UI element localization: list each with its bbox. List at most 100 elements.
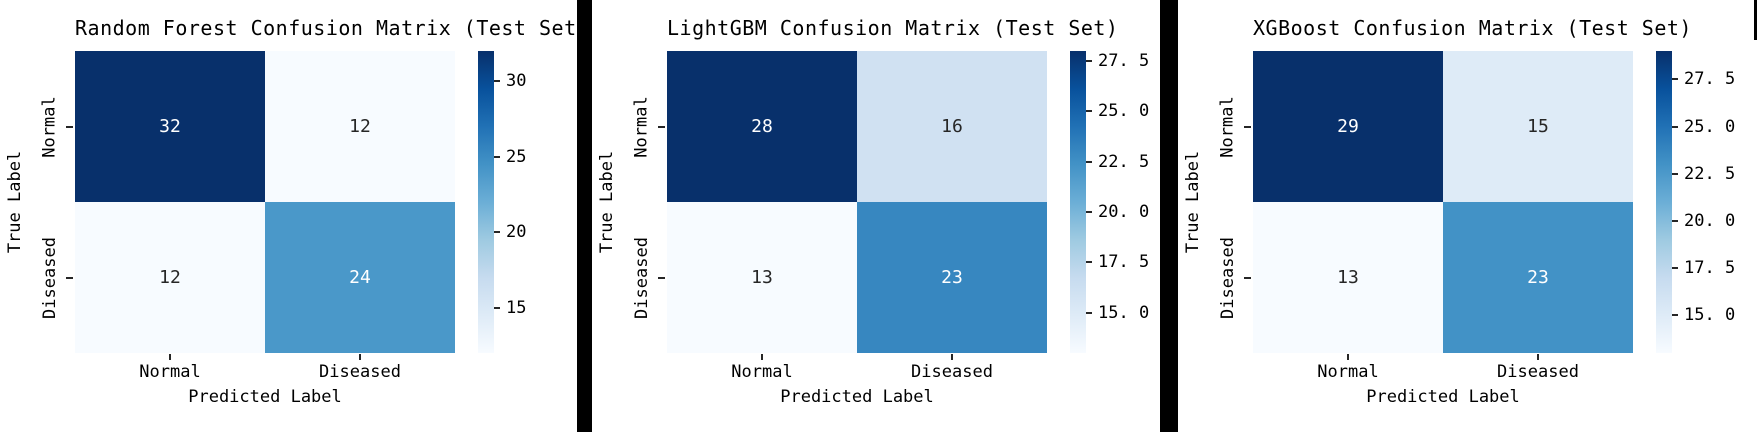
x-tick-label-normal: Normal [139, 362, 201, 382]
tick-dash [1086, 60, 1092, 63]
matrix-cell-fp: 16 [857, 51, 1047, 202]
matrix-cell-tn: 32 [75, 51, 265, 202]
colorbar-ticks: 27. 5 25. 0 22. 5 20. 0 17. 5 15. 0 [1086, 51, 1176, 353]
matrix-cell-fp: 12 [265, 51, 455, 202]
tick-dash [1086, 261, 1092, 264]
colorbar-tick-label: 17. 5 [1098, 252, 1150, 273]
tick-dash [1672, 267, 1678, 270]
chart-title: Random Forest Confusion Matrix (Test Set… [75, 16, 590, 40]
colorbar-tick: 25. 0 [1086, 101, 1149, 121]
colorbar-tick-label: 27. 5 [1684, 69, 1736, 90]
colorbar-tick: 27. 5 [1086, 51, 1149, 71]
x-tick-label-normal: Normal [1317, 362, 1379, 382]
colorbar-tick: 20. 0 [1086, 202, 1149, 222]
y-tick-label-normal: Normal [1218, 95, 1239, 158]
matrix-cell-tn: 28 [667, 51, 857, 202]
x-tick-label-diseased: Diseased [1497, 362, 1579, 382]
colorbar-tick: 22. 5 [1086, 152, 1149, 172]
colorbar-tick: 15 [494, 298, 526, 318]
colorbar-tick-label: 15 [506, 297, 527, 318]
colorbar-tick-label: 20 [506, 222, 527, 243]
panel-lightgbm: LightGBM Confusion Matrix (Test Set) Tru… [592, 0, 1160, 432]
colorbar-tick: 22. 5 [1672, 164, 1735, 184]
colorbar [1656, 51, 1672, 353]
tick-dash [494, 80, 500, 83]
panel-xgboost: XGBoost Confusion Matrix (Test Set) True… [1178, 0, 1757, 432]
matrix-cell-tp: 23 [1443, 202, 1633, 353]
colorbar-tick-label: 25 [506, 146, 527, 167]
chart-title: XGBoost Confusion Matrix (Test Set) [1253, 16, 1692, 40]
y-tick-label-normal: Normal [40, 95, 61, 158]
tick-dash [1672, 219, 1678, 222]
x-axis-label: Predicted Label [1366, 387, 1520, 407]
colorbar-tick-label: 25. 0 [1098, 101, 1150, 122]
y-tick-mark [1244, 277, 1251, 279]
colorbar-tick: 20. 0 [1672, 211, 1735, 231]
y-tick-label-diseased: Diseased [40, 236, 61, 319]
tick-dash [1672, 78, 1678, 81]
tick-dash [1086, 160, 1092, 163]
x-tick-mark [1347, 354, 1349, 360]
matrix-cell-fp: 15 [1443, 51, 1633, 202]
matrix-cell-fn: 13 [1253, 202, 1443, 353]
confusion-matrix-heatmap: 28 16 13 23 [667, 51, 1047, 353]
tick-dash [1086, 211, 1092, 214]
y-tick-mark [658, 277, 665, 279]
colorbar-tick-label: 22. 5 [1098, 151, 1150, 172]
confusion-matrix-heatmap: 29 15 13 23 [1253, 51, 1633, 353]
matrix-cell-tp: 24 [265, 202, 455, 353]
x-tick-label-diseased: Diseased [911, 362, 993, 382]
colorbar-tick: 15. 0 [1672, 305, 1735, 325]
x-tick-label-normal: Normal [731, 362, 793, 382]
x-tick-mark [1537, 354, 1539, 360]
panel-random-forest: Random Forest Confusion Matrix (Test Set… [0, 0, 590, 432]
tick-dash [494, 306, 500, 309]
tick-dash [1672, 172, 1678, 175]
colorbar-ticks: 30 25 20 15 [494, 51, 584, 353]
y-axis-label: True Label [5, 150, 26, 254]
tick-dash [494, 155, 500, 158]
colorbar-tick-label: 27. 5 [1098, 51, 1150, 72]
colorbar-tick: 30 [494, 71, 526, 91]
screen-edge-artifact [1754, 0, 1757, 40]
chart-title: LightGBM Confusion Matrix (Test Set) [667, 16, 1119, 40]
colorbar-tick-label: 20. 0 [1098, 202, 1150, 223]
tick-dash [1086, 110, 1092, 113]
colorbar [1070, 51, 1086, 353]
x-tick-mark [761, 354, 763, 360]
y-axis-label: True Label [597, 150, 618, 254]
y-tick-mark [1244, 126, 1251, 128]
y-tick-mark [66, 126, 73, 128]
y-tick-label-diseased: Diseased [632, 236, 653, 319]
colorbar-ticks: 27. 5 25. 0 22. 5 20. 0 17. 5 15. 0 [1672, 51, 1757, 353]
colorbar-tick-label: 15. 0 [1684, 305, 1736, 326]
colorbar-tick: 17. 5 [1672, 258, 1735, 278]
colorbar-tick: 25 [494, 147, 526, 167]
tick-dash [1086, 311, 1092, 314]
x-tick-mark [359, 354, 361, 360]
x-axis-label: Predicted Label [780, 387, 934, 407]
matrix-cell-tp: 23 [857, 202, 1047, 353]
matrix-cell-tn: 29 [1253, 51, 1443, 202]
y-tick-label-normal: Normal [632, 95, 653, 158]
matrix-cell-fn: 12 [75, 202, 265, 353]
colorbar-tick-label: 25. 0 [1684, 116, 1736, 137]
x-tick-mark [169, 354, 171, 360]
x-tick-mark [951, 354, 953, 360]
colorbar-tick: 17. 5 [1086, 252, 1149, 272]
colorbar-tick-label: 20. 0 [1684, 210, 1736, 231]
y-tick-mark [658, 126, 665, 128]
colorbar-tick-label: 15. 0 [1098, 302, 1150, 323]
colorbar-tick-label: 17. 5 [1684, 258, 1736, 279]
colorbar-tick-label: 22. 5 [1684, 163, 1736, 184]
tick-dash [494, 231, 500, 234]
confusion-matrix-heatmap: 32 12 12 24 [75, 51, 455, 353]
colorbar [478, 51, 494, 353]
x-tick-label-diseased: Diseased [319, 362, 401, 382]
colorbar-tick: 15. 0 [1086, 303, 1149, 323]
colorbar-tick: 25. 0 [1672, 117, 1735, 137]
tick-dash [1672, 314, 1678, 317]
panel-divider [577, 0, 592, 432]
colorbar-tick: 20 [494, 222, 526, 242]
